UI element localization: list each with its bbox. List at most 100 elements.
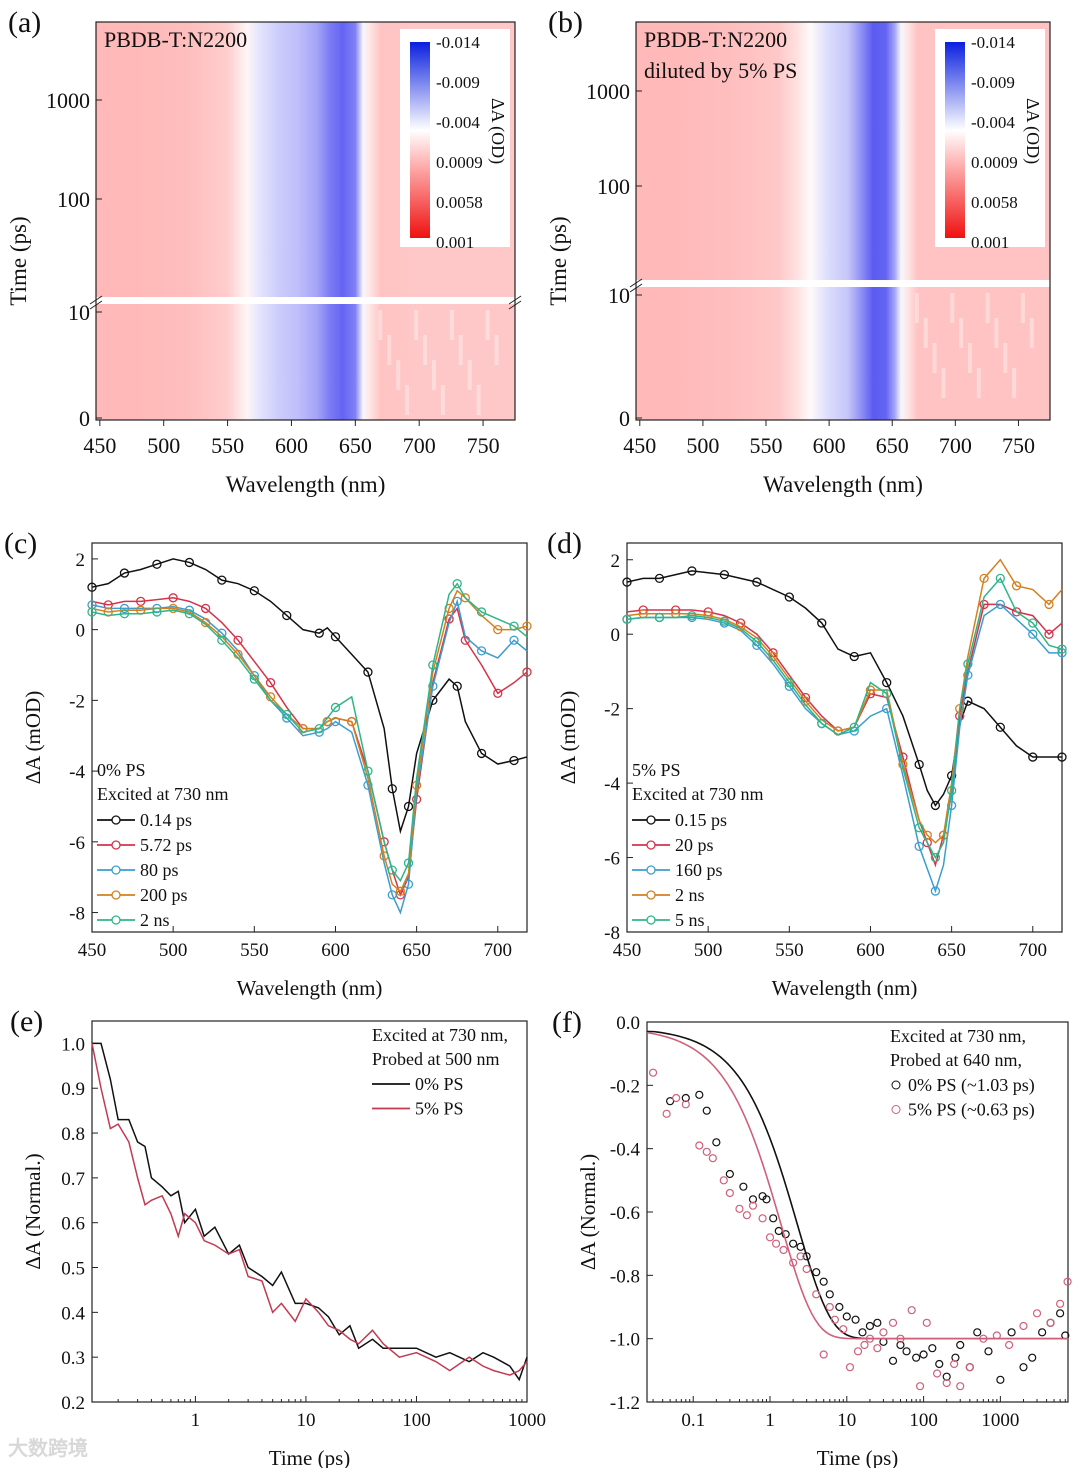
- data-point: [719, 569, 730, 580]
- legend-label: 5.72 ps: [140, 835, 192, 855]
- heatmap-texture: [950, 293, 955, 323]
- legend-title: Probed at 500 nm: [372, 1049, 500, 1069]
- x-tick-label: 750: [1002, 433, 1035, 458]
- data-point: [912, 1353, 921, 1362]
- data-point: [748, 1195, 758, 1204]
- legend-title: Probed at 640 nm,: [890, 1050, 1022, 1070]
- legend-title: 5% PS: [632, 760, 681, 780]
- heatmap-texture: [941, 368, 946, 398]
- legend-marker: [111, 915, 121, 925]
- legend-marker: [646, 840, 656, 850]
- x-tick-label: 650: [937, 940, 966, 961]
- data-point: [725, 1169, 734, 1179]
- fit-curve-1: [646, 1031, 1068, 1340]
- legend-label: 2 ns: [675, 885, 705, 905]
- colorbar-tick-label: -0.014: [436, 33, 480, 52]
- heatmap-texture: [1003, 343, 1008, 373]
- x-tick-label: 450: [83, 433, 116, 458]
- data-point: [1028, 752, 1038, 762]
- data-point: [403, 858, 414, 868]
- data-point: [784, 592, 794, 602]
- data-point: [622, 614, 632, 624]
- data-point: [1038, 1328, 1047, 1337]
- data-point: [493, 624, 503, 635]
- data-point: [748, 1201, 758, 1210]
- heatmap-texture: [467, 360, 472, 390]
- y-tick-label: 0: [76, 621, 86, 642]
- legend-label: 0.14 ps: [140, 810, 192, 830]
- data-point: [452, 681, 462, 691]
- x-tick-label: 700: [484, 940, 513, 961]
- heatmap-texture: [387, 335, 392, 365]
- axis-break-mark: [629, 278, 643, 293]
- heatmap-texture: [967, 343, 972, 373]
- annotation: PBDB-T:N2200: [644, 27, 787, 52]
- data-point: [249, 674, 259, 684]
- data-point: [1057, 644, 1067, 654]
- data-point: [839, 1325, 848, 1334]
- y-axis-label: Time (ps): [6, 216, 31, 305]
- x-tick-label: 1: [191, 1410, 201, 1431]
- colorbar-tick-label: -0.009: [436, 73, 480, 92]
- heatmap-texture: [431, 360, 436, 390]
- panel-a: (a) PBDB-T:N2200 -0.014 -0.009 -0.004 0.0009 0…: [6, 6, 522, 497]
- data-point: [849, 651, 859, 662]
- series-line-0: [91, 558, 528, 835]
- data-point: [825, 1302, 834, 1312]
- data-point: [784, 677, 794, 688]
- y-tick-label: -1.2: [610, 1393, 640, 1414]
- x-tick-label: 600: [813, 433, 846, 458]
- data-point: [347, 716, 357, 727]
- data-point: [695, 1141, 704, 1150]
- y-tick-label: 100: [597, 174, 630, 199]
- x-axis-label: Wavelength (nm): [772, 976, 918, 1000]
- data-point: [217, 575, 227, 585]
- data-point: [687, 610, 697, 621]
- data-point: [387, 784, 397, 794]
- panel-label: (e): [10, 1005, 43, 1038]
- plot-frame: [626, 542, 1063, 933]
- axis-break-band: [636, 280, 1050, 287]
- data-point: [802, 1264, 811, 1274]
- legend-title: Excited at 730 nm: [97, 784, 228, 804]
- axis-break-band: [96, 297, 515, 304]
- series-line-1: [91, 1043, 528, 1376]
- data-point: [1063, 1277, 1072, 1286]
- data-point: [1044, 599, 1054, 610]
- y-axis-label: ΔA (mOD): [556, 691, 580, 784]
- data-point: [873, 1344, 882, 1353]
- colorbar-tick-label: 0.0058: [971, 193, 1018, 212]
- legend-marker: [646, 815, 656, 825]
- data-point: [762, 1195, 771, 1204]
- data-point: [217, 635, 227, 645]
- data-point: [796, 1252, 805, 1261]
- series-line-0: [626, 570, 1062, 807]
- data-point: [873, 1318, 882, 1327]
- x-axis-label: Wavelength (nm): [763, 472, 923, 497]
- x-tick-label: 1000: [981, 1410, 1019, 1431]
- x-axis-label: Time (ps): [269, 1446, 351, 1468]
- data-point: [1056, 1299, 1065, 1308]
- data-point: [1011, 581, 1022, 591]
- series-line-3: [626, 558, 1063, 844]
- data-point: [933, 1369, 942, 1378]
- heatmap-texture: [423, 335, 428, 365]
- data-point: [152, 559, 162, 569]
- data-point: [928, 1344, 937, 1353]
- y-axis-label: ΔA (mOD): [21, 691, 45, 784]
- x-tick-label: 700: [1019, 940, 1048, 961]
- data-point: [1028, 629, 1038, 639]
- data-point: [87, 582, 97, 592]
- panel-label: (d): [547, 527, 582, 560]
- panel-label: (a): [8, 6, 41, 39]
- data-point: [662, 1109, 671, 1118]
- x-tick-label: 10: [296, 1410, 315, 1431]
- data-point: [687, 566, 697, 576]
- x-tick-label: 600: [275, 433, 308, 458]
- axis-break-mark: [89, 295, 103, 310]
- data-point: [119, 609, 130, 619]
- x-tick-label: 750: [467, 433, 500, 458]
- data-point: [735, 1204, 744, 1213]
- heatmap-texture: [414, 310, 419, 340]
- y-tick-label: 0.6: [61, 1214, 85, 1235]
